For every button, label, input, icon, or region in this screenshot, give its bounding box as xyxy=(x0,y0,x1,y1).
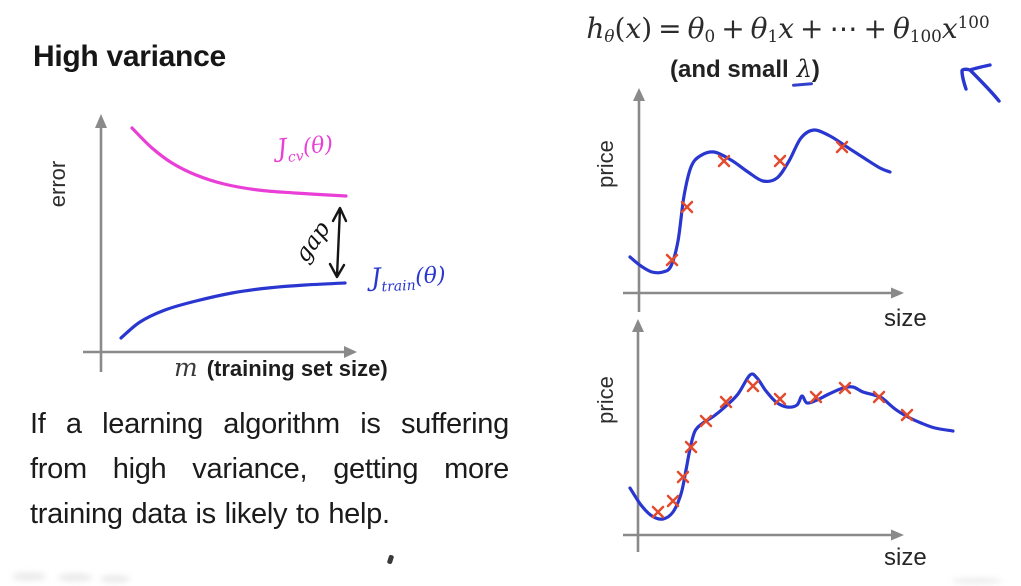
video-smudge xyxy=(12,572,46,581)
lambda-symbol: λ xyxy=(796,55,812,83)
training-example-markers xyxy=(665,140,849,267)
jtrain-label: Jtrain(θ) xyxy=(370,259,446,296)
jcv-label-arg: (θ) xyxy=(301,132,335,161)
y-axis-arrowhead xyxy=(95,114,107,128)
price-axis-label-bottom: price xyxy=(590,371,622,429)
jtrain-label-sub: train xyxy=(381,277,417,296)
handdrawn-arrow-icon xyxy=(960,63,1001,103)
jcv-label-sub: cv xyxy=(287,148,305,166)
y-axis-arrowhead xyxy=(632,319,644,332)
video-smudge xyxy=(100,575,130,583)
error-axis-label-text: error xyxy=(45,160,71,208)
m-variable: m xyxy=(174,353,198,382)
price-axis-label-top-text: price xyxy=(593,140,618,188)
jcv-label-main: J xyxy=(275,132,289,163)
video-smudge xyxy=(952,578,1002,584)
body-line-2: from high variance, getting more xyxy=(30,453,509,485)
jtrain-label-arg: (θ) xyxy=(414,263,447,290)
handdrawn-arrow-stroke xyxy=(960,63,1001,103)
stray-pen-mark xyxy=(386,554,395,565)
training-example-markers xyxy=(651,379,914,519)
hypothesis-formula: hθ(x) = θ0 + θ1x + ⋯ + θ100x100 xyxy=(586,12,990,46)
gap-double-arrow xyxy=(328,206,348,279)
overfit-chart-top xyxy=(623,88,904,312)
jtrain-label-main: J xyxy=(370,262,382,292)
price-axis-label-top: price xyxy=(590,134,622,194)
lambda-note-prefix: (and small xyxy=(670,56,789,83)
jtrain-curve xyxy=(119,281,347,340)
video-smudge xyxy=(58,573,92,582)
y-axis-arrowhead xyxy=(633,88,645,101)
body-line-1: If a learning algorithm is suffering xyxy=(30,408,509,440)
fit-curve xyxy=(628,372,955,521)
lambda-note: (and small λ) xyxy=(670,55,820,84)
fit-curve xyxy=(628,128,892,275)
training-set-size-caption: (training set size) xyxy=(206,356,388,381)
x-axis-arrowhead xyxy=(344,346,357,358)
body-text: If a learning algorithm is suffering from high… xyxy=(30,402,509,537)
jcv-label: Jcv(θ) xyxy=(275,128,334,167)
learning-curve-chart xyxy=(83,114,357,372)
error-axis-label: error xyxy=(42,152,74,216)
lambda-note-suffix: ) xyxy=(811,56,820,83)
jcv-curve xyxy=(130,126,348,198)
price-axis-label-bottom-text: price xyxy=(593,376,618,424)
x-axis-arrowhead xyxy=(891,287,904,299)
size-axis-label-bottom: size xyxy=(884,544,927,571)
x-axis-arrowhead xyxy=(891,529,904,541)
size-axis-label-top: size xyxy=(884,305,927,332)
slide-title: High variance xyxy=(33,40,226,73)
m-axis-label: m (training set size) xyxy=(174,353,388,382)
overfit-chart-bottom xyxy=(623,319,955,552)
body-line-3: training data is likely to help. xyxy=(30,498,390,530)
